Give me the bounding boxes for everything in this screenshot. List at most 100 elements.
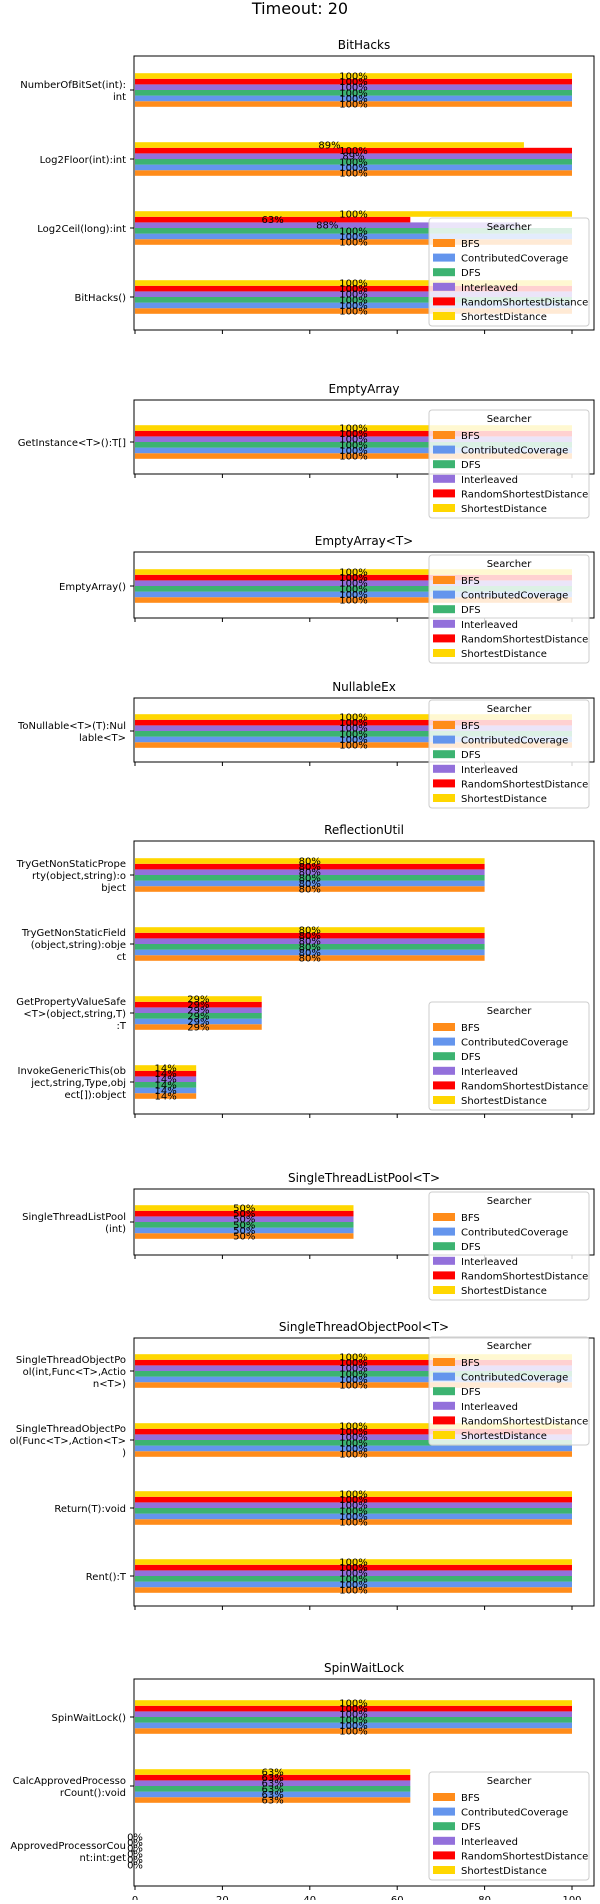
legend-title: Searcher: [487, 414, 533, 425]
bar: [135, 1082, 197, 1088]
bar: [135, 1382, 572, 1388]
bar: [135, 147, 572, 154]
data-label: 100%: [339, 1558, 368, 1569]
bar: [135, 1491, 572, 1497]
data-label: 100%: [339, 1715, 368, 1726]
category-label: Rent():T: [86, 1572, 127, 1583]
legend-entry: RandomShortestDistance: [461, 1851, 588, 1862]
data-label: 0%: [127, 1844, 143, 1855]
data-label: 29%: [187, 995, 209, 1006]
bar: [135, 1728, 572, 1734]
bar: [135, 153, 572, 159]
legend-swatch: [433, 1271, 455, 1280]
bar: [135, 211, 572, 217]
data-label: 100%: [339, 1427, 368, 1438]
legend-swatch: [433, 268, 455, 277]
legend-swatch: [433, 605, 455, 614]
category-label: SingleThreadListPool: [22, 1212, 126, 1223]
legend-swatch: [433, 1822, 455, 1831]
legend-entry: RandomShortestDistance: [461, 634, 588, 645]
bar: [135, 949, 485, 956]
chart-title: EmptyArray<T>: [315, 534, 413, 548]
legend-swatch: [433, 764, 455, 773]
legend-swatch: [433, 1807, 455, 1816]
bar: [135, 863, 485, 870]
bar: [135, 569, 572, 575]
bar: [135, 742, 572, 748]
bar: [135, 1711, 572, 1717]
legend-entry: BFS: [461, 431, 480, 442]
data-label: 89%: [342, 152, 364, 163]
bar: [135, 222, 520, 228]
legend-swatch: [433, 1227, 455, 1236]
legend-frame: [428, 1001, 590, 1111]
data-label: 80%: [299, 879, 321, 890]
legend-swatch: [433, 1286, 455, 1294]
category-label: ect[]):object: [65, 1090, 127, 1101]
legend-entry: ShortestDistance: [461, 1431, 547, 1442]
legend-entry: RandomShortestDistance: [461, 1081, 588, 1092]
legend-entry: ContributedCoverage: [461, 1808, 568, 1819]
chart-panels: BitHacks100%100%100%100%100%100%100%100%…: [10, 38, 595, 1904]
data-label: 100%: [339, 1506, 368, 1517]
legend-entry: DFS: [461, 1822, 481, 1833]
data-label: 80%: [299, 862, 321, 873]
category-label: ct: [117, 952, 126, 963]
category-label: ): [122, 1448, 126, 1459]
legend-entry: ShortestDistance: [461, 504, 547, 515]
data-label: 100%: [339, 1569, 368, 1580]
data-label: 0%: [127, 1861, 143, 1872]
axes-frame: [133, 1678, 595, 1887]
legend-entry: DFS: [461, 1052, 481, 1063]
category-label: ApprovedProcessorCou: [10, 1841, 126, 1852]
legend: Searcher BFS ContributedCoverage DFS Interle…: [428, 699, 590, 809]
data-label: 100%: [339, 724, 368, 735]
category-label: NumberOfBitSet(int):: [20, 80, 126, 91]
legend-swatch: [433, 1066, 455, 1075]
data-label: 29%: [187, 1023, 209, 1034]
legend-swatch: [433, 1213, 455, 1221]
data-label: 80%: [299, 885, 321, 896]
category-label: EmptyArray(): [59, 582, 126, 593]
bar: [135, 1445, 572, 1452]
data-label: 50%: [233, 1226, 255, 1237]
chart-title: SingleThreadObjectPool<T>: [279, 1320, 449, 1334]
legend: Searcher BFS ContributedCoverage DFS Interle…: [428, 1001, 590, 1111]
data-label: 29%: [187, 1017, 209, 1028]
data-label: 100%: [339, 94, 368, 105]
legend-swatch: [433, 576, 455, 584]
legend-entry: BFS: [461, 1793, 480, 1804]
x-tick-label: 80: [478, 1895, 491, 1900]
bar: [135, 1354, 572, 1360]
data-label: 100%: [339, 279, 368, 290]
legend-entry: ContributedCoverage: [461, 1228, 568, 1239]
legend-entry: BFS: [461, 239, 480, 250]
legend-entry: Interleaved: [461, 765, 518, 776]
axes-frame: [133, 399, 595, 475]
legend-entry: Interleaved: [461, 1837, 518, 1848]
legend-swatch: [433, 297, 455, 306]
legend-swatch: [433, 460, 455, 469]
data-label: 100%: [339, 1512, 368, 1523]
data-label: 80%: [299, 948, 321, 959]
data-label: 100%: [339, 1580, 368, 1591]
bar: [135, 586, 572, 592]
bar: [135, 453, 572, 459]
data-label: 100%: [339, 1353, 368, 1364]
data-label: 100%: [339, 1438, 368, 1449]
category-label: nt:int:get: [80, 1853, 127, 1864]
legend-entry: DFS: [461, 1387, 481, 1398]
bar: [135, 302, 572, 309]
legend-swatch: [433, 1256, 455, 1265]
data-label: 100%: [339, 226, 368, 237]
bar: [135, 875, 485, 881]
data-label: 100%: [339, 83, 368, 94]
bar: [135, 955, 485, 961]
legend-entry: DFS: [461, 460, 481, 471]
category-label: SpinWaitLock(): [52, 1713, 127, 1724]
legend-entry: Interleaved: [461, 1257, 518, 1268]
bar: [135, 1508, 572, 1514]
data-label: 80%: [299, 931, 321, 942]
data-label: 100%: [339, 1501, 368, 1512]
bar: [135, 725, 572, 731]
